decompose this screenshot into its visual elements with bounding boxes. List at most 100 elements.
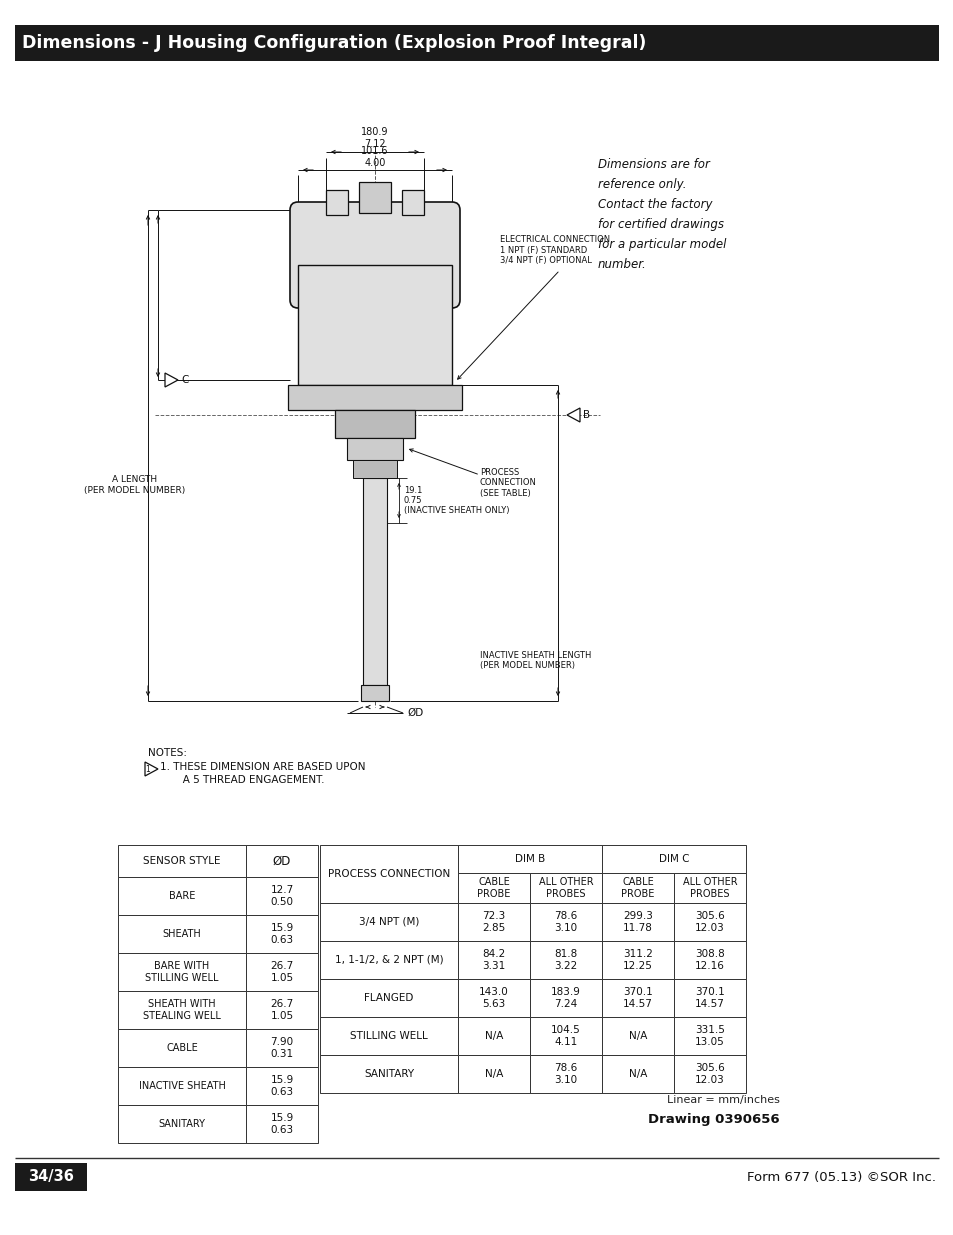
Bar xyxy=(673,903,745,941)
Bar xyxy=(297,266,452,385)
Text: 370.1
14.57: 370.1 14.57 xyxy=(622,987,652,1009)
Text: Form 677 (05.13) ©SOR Inc.: Form 677 (05.13) ©SOR Inc. xyxy=(746,1171,935,1183)
Text: 331.5
13.05: 331.5 13.05 xyxy=(695,1025,724,1047)
Text: 12.7
0.50: 12.7 0.50 xyxy=(270,885,294,906)
Bar xyxy=(530,903,601,941)
Bar xyxy=(118,877,246,915)
Text: CABLE
PROBE: CABLE PROBE xyxy=(620,877,654,899)
Text: 183.9
7.24: 183.9 7.24 xyxy=(551,987,580,1009)
Text: 26.7
1.05: 26.7 1.05 xyxy=(270,999,294,1021)
Bar xyxy=(457,873,530,903)
Text: ELECTRICAL CONNECTION
1 NPT (F) STANDARD
3/4 NPT (F) OPTIONAL: ELECTRICAL CONNECTION 1 NPT (F) STANDARD… xyxy=(499,235,610,266)
Text: DIM C: DIM C xyxy=(659,853,688,864)
Bar xyxy=(118,1105,246,1144)
Bar xyxy=(319,941,457,979)
Text: ØD: ØD xyxy=(407,708,423,718)
Text: N/A: N/A xyxy=(484,1070,502,1079)
Bar xyxy=(601,979,673,1016)
Text: 72.3
2.85: 72.3 2.85 xyxy=(482,911,505,932)
Text: SENSOR STYLE: SENSOR STYLE xyxy=(143,856,220,866)
Text: B: B xyxy=(582,410,590,420)
Text: Dimensions are for
reference only.
Contact the factory
for certified drawings
fo: Dimensions are for reference only. Conta… xyxy=(598,158,725,270)
Text: 1: 1 xyxy=(146,764,151,773)
Text: PROCESS CONNECTION: PROCESS CONNECTION xyxy=(328,869,450,879)
Bar xyxy=(530,873,601,903)
Text: 84.2
3.31: 84.2 3.31 xyxy=(482,948,505,971)
Text: INACTIVE SHEATH: INACTIVE SHEATH xyxy=(138,1081,225,1091)
FancyBboxPatch shape xyxy=(290,203,459,308)
Text: ALL OTHER
PROBES: ALL OTHER PROBES xyxy=(682,877,737,899)
Text: SHEATH WITH
STEALING WELL: SHEATH WITH STEALING WELL xyxy=(143,999,221,1021)
Bar xyxy=(118,1067,246,1105)
Bar xyxy=(673,873,745,903)
Text: A LENGTH
(PER MODEL NUMBER): A LENGTH (PER MODEL NUMBER) xyxy=(84,475,186,495)
Text: SANITARY: SANITARY xyxy=(158,1119,205,1129)
Text: 1. THESE DIMENSION ARE BASED UPON
       A 5 THREAD ENGAGEMENT.: 1. THESE DIMENSION ARE BASED UPON A 5 TH… xyxy=(160,762,365,785)
Text: 305.6
12.03: 305.6 12.03 xyxy=(695,1063,724,1086)
Bar xyxy=(353,459,396,478)
Bar xyxy=(15,1163,87,1191)
Text: ALL OTHER
PROBES: ALL OTHER PROBES xyxy=(538,877,593,899)
Bar xyxy=(358,182,391,212)
Bar xyxy=(457,979,530,1016)
Text: 15.9
0.63: 15.9 0.63 xyxy=(270,923,294,945)
Text: 308.8
12.16: 308.8 12.16 xyxy=(695,948,724,971)
Text: 180.9
7.12: 180.9 7.12 xyxy=(361,127,388,149)
Text: 305.6
12.03: 305.6 12.03 xyxy=(695,911,724,932)
Bar xyxy=(457,941,530,979)
Bar xyxy=(601,941,673,979)
Bar xyxy=(246,1067,317,1105)
Text: 26.7
1.05: 26.7 1.05 xyxy=(270,961,294,983)
Text: PROCESS
CONNECTION
(SEE TABLE): PROCESS CONNECTION (SEE TABLE) xyxy=(479,468,537,498)
Text: 311.2
12.25: 311.2 12.25 xyxy=(622,948,652,971)
Text: STILLING WELL: STILLING WELL xyxy=(350,1031,428,1041)
Bar xyxy=(360,685,389,701)
Bar xyxy=(530,941,601,979)
Text: Drawing 0390656: Drawing 0390656 xyxy=(648,1113,780,1126)
Text: C: C xyxy=(181,375,188,385)
Bar xyxy=(601,1055,673,1093)
Text: 81.8
3.22: 81.8 3.22 xyxy=(554,948,577,971)
Polygon shape xyxy=(566,408,579,422)
Text: 370.1
14.57: 370.1 14.57 xyxy=(695,987,724,1009)
Bar xyxy=(246,915,317,953)
Text: 19.1
0.75
(INACTIVE SHEATH ONLY): 19.1 0.75 (INACTIVE SHEATH ONLY) xyxy=(403,485,509,515)
Bar xyxy=(530,979,601,1016)
Bar xyxy=(319,903,457,941)
Text: 299.3
11.78: 299.3 11.78 xyxy=(622,911,652,932)
Bar xyxy=(673,1016,745,1055)
Text: 1, 1-1/2, & 2 NPT (M): 1, 1-1/2, & 2 NPT (M) xyxy=(335,955,443,965)
Text: 104.5
4.11: 104.5 4.11 xyxy=(551,1025,580,1047)
Text: CABLE: CABLE xyxy=(166,1044,197,1053)
Text: N/A: N/A xyxy=(484,1031,502,1041)
Text: NOTES:: NOTES: xyxy=(148,748,187,758)
Text: 143.0
5.63: 143.0 5.63 xyxy=(478,987,508,1009)
Text: BARE WITH
STILLING WELL: BARE WITH STILLING WELL xyxy=(145,961,218,983)
Text: ØD: ØD xyxy=(273,855,291,867)
Text: INACTIVE SHEATH LENGTH
(PER MODEL NUMBER): INACTIVE SHEATH LENGTH (PER MODEL NUMBER… xyxy=(479,651,591,671)
Bar xyxy=(15,25,938,61)
Text: SANITARY: SANITARY xyxy=(363,1070,414,1079)
Text: 78.6
3.10: 78.6 3.10 xyxy=(554,1063,577,1086)
Text: SHEATH: SHEATH xyxy=(162,929,201,939)
Bar xyxy=(326,190,348,215)
Bar xyxy=(530,1016,601,1055)
Text: N/A: N/A xyxy=(628,1031,646,1041)
Bar xyxy=(347,438,402,459)
Bar xyxy=(246,990,317,1029)
Bar xyxy=(601,903,673,941)
Bar xyxy=(319,1016,457,1055)
Bar xyxy=(530,1055,601,1093)
Text: 78.6
3.10: 78.6 3.10 xyxy=(554,911,577,932)
Polygon shape xyxy=(165,373,178,387)
Bar xyxy=(601,845,745,873)
Text: 34/36: 34/36 xyxy=(28,1170,74,1184)
Text: 3/4 NPT (M): 3/4 NPT (M) xyxy=(358,918,418,927)
Bar xyxy=(673,941,745,979)
Bar xyxy=(673,979,745,1016)
Bar xyxy=(601,1016,673,1055)
Bar xyxy=(457,1055,530,1093)
Bar xyxy=(246,845,317,877)
Bar xyxy=(246,1105,317,1144)
Text: Dimensions - J Housing Configuration (Explosion Proof Integral): Dimensions - J Housing Configuration (Ex… xyxy=(22,35,646,52)
